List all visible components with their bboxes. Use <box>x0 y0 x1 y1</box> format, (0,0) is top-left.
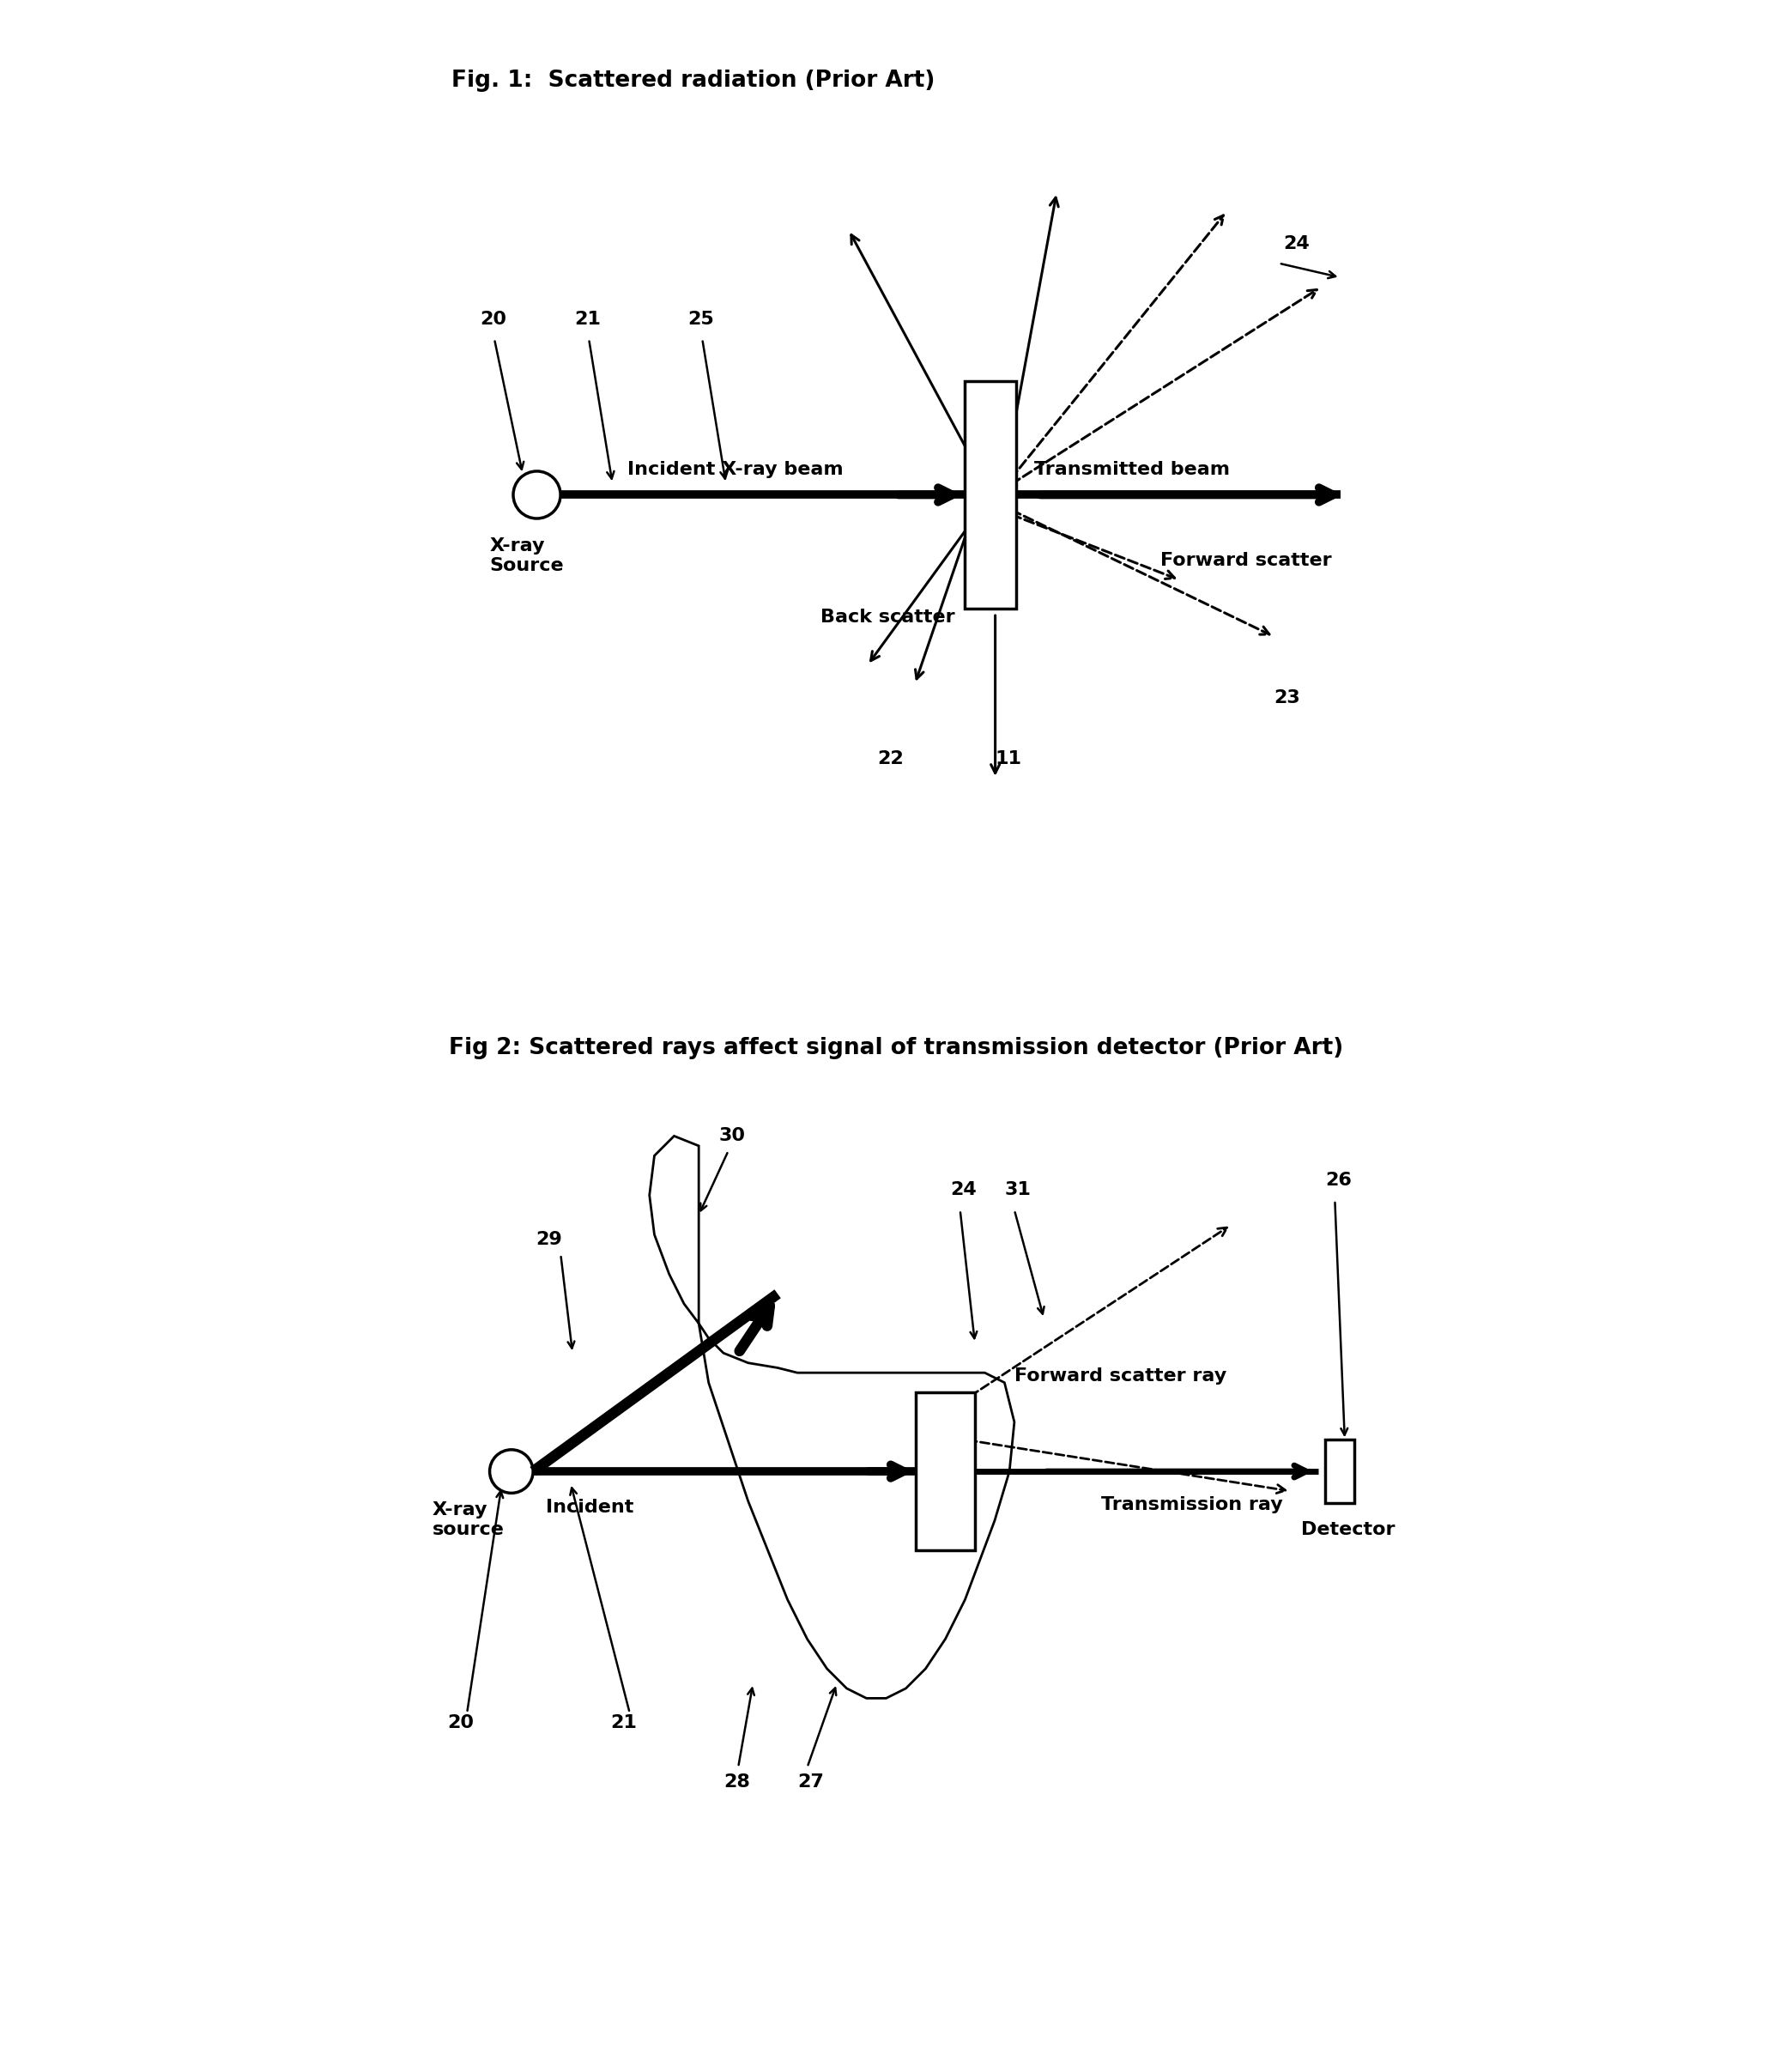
Text: 11: 11 <box>995 750 1021 769</box>
Text: Detector: Detector <box>1301 1521 1394 1537</box>
Text: 21: 21 <box>575 310 600 329</box>
Bar <box>964 382 1016 608</box>
Text: 26: 26 <box>1324 1171 1351 1188</box>
Text: 24: 24 <box>1283 236 1310 253</box>
Text: 27: 27 <box>797 1773 824 1790</box>
Text: X-ray
Source: X-ray Source <box>489 538 564 575</box>
Text: 23: 23 <box>1274 688 1301 707</box>
Text: 30: 30 <box>719 1128 745 1145</box>
Text: Fig. 1:  Scattered radiation (Prior Art): Fig. 1: Scattered radiation (Prior Art) <box>452 70 935 92</box>
Bar <box>1324 1441 1355 1502</box>
Text: 21: 21 <box>609 1714 636 1730</box>
Text: 28: 28 <box>724 1773 749 1790</box>
Text: Back scatter: Back scatter <box>821 608 955 625</box>
Text: Forward scatter: Forward scatter <box>1161 551 1331 569</box>
Text: Transmission ray: Transmission ray <box>1100 1496 1283 1512</box>
Bar <box>916 1393 975 1549</box>
Text: 20: 20 <box>480 310 507 329</box>
Text: 29: 29 <box>536 1231 563 1247</box>
Text: Forward scatter ray: Forward scatter ray <box>1014 1369 1226 1385</box>
Text: 22: 22 <box>876 750 903 769</box>
Text: 25: 25 <box>688 310 715 329</box>
Text: Incident X-ray beam: Incident X-ray beam <box>627 460 844 479</box>
Text: Incident: Incident <box>547 1498 634 1517</box>
Text: Transmitted beam: Transmitted beam <box>1034 460 1229 479</box>
Text: 31: 31 <box>1005 1182 1030 1198</box>
Text: 20: 20 <box>448 1714 473 1730</box>
Text: Fig 2: Scattered rays affect signal of transmission detector (Prior Art): Fig 2: Scattered rays affect signal of t… <box>448 1038 1344 1060</box>
Text: X-ray
source: X-ray source <box>432 1500 505 1537</box>
Text: 24: 24 <box>950 1182 977 1198</box>
